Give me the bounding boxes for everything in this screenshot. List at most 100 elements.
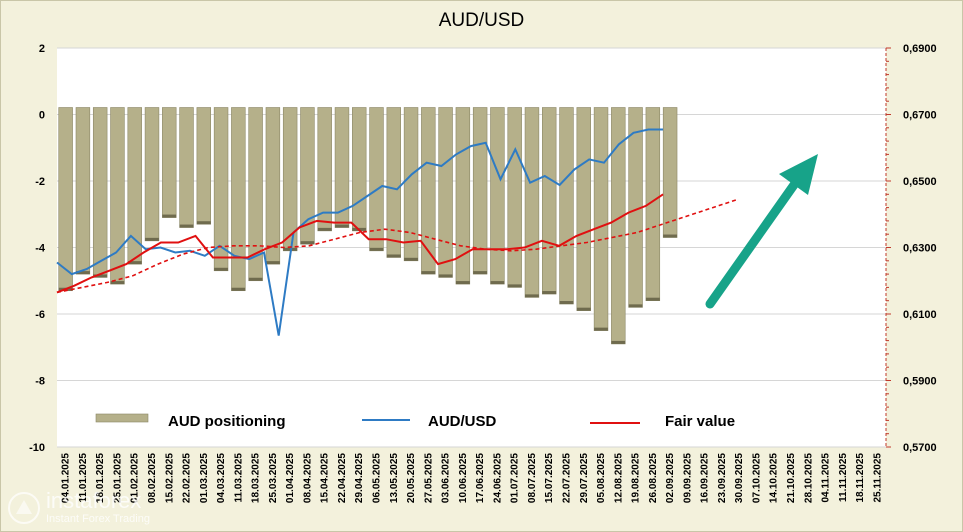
category-label: 20.05.2025 <box>406 453 417 503</box>
trend-arrow-shaft <box>705 177 801 309</box>
logo-brand: instaforex <box>46 488 142 513</box>
category-label: 18.01.2025 <box>95 453 106 503</box>
positioning-bar-cap <box>421 271 436 275</box>
positioning-bar <box>162 107 177 218</box>
positioning-bar <box>542 107 557 295</box>
category-label: 26.08.2025 <box>648 453 659 503</box>
positioning-bar <box>438 107 453 278</box>
positioning-bar-cap <box>369 247 384 251</box>
positioning-bar-cap <box>386 254 401 258</box>
category-label: 15.07.2025 <box>544 453 555 503</box>
category-label: 19.08.2025 <box>631 453 642 503</box>
positioning-bar-cap <box>576 307 591 311</box>
positioning-bar <box>92 107 108 278</box>
positioning-bar-cap <box>110 281 125 285</box>
right-tick-label: 0,5700 <box>903 442 937 454</box>
category-label: 22.02.2025 <box>182 453 193 503</box>
positioning-bar <box>179 107 194 228</box>
instaforex-logo: instaforex Instant Forex Trading <box>6 488 186 528</box>
positioning-bar <box>231 107 246 292</box>
category-label: 14.10.2025 <box>769 453 780 503</box>
positioning-bar-cap <box>196 221 211 225</box>
category-label: 22.04.2025 <box>337 453 348 503</box>
category-label: 01.03.2025 <box>199 453 210 503</box>
category-label: 23.09.2025 <box>717 453 728 503</box>
positioning-bar-cap <box>645 297 660 301</box>
positioning-bar-cap <box>127 261 142 265</box>
positioning-bar <box>110 107 125 285</box>
positioning-bar-cap <box>663 234 678 238</box>
category-label: 01.07.2025 <box>510 453 521 503</box>
left-tick-label: -10 <box>29 442 45 454</box>
category-label: 15.02.2025 <box>164 453 175 503</box>
right-tick-label: 0,5900 <box>903 376 937 388</box>
category-label: 01.04.2025 <box>285 453 296 503</box>
category-label: 11.03.2025 <box>233 453 244 503</box>
positioning-bar <box>611 107 626 345</box>
left-tick-label: 0 <box>39 110 45 122</box>
positioning-bar <box>559 107 574 305</box>
positioning-bar <box>352 107 367 232</box>
positioning-bar <box>507 107 522 288</box>
positioning-bar-cap <box>542 291 557 295</box>
category-label: 22.07.2025 <box>561 453 572 503</box>
category-label: 08.04.2025 <box>302 453 313 503</box>
positioning-bar-cap <box>335 224 349 228</box>
positioning-bar <box>196 107 212 225</box>
category-label: 18.03.2025 <box>251 453 262 503</box>
positioning-bar-cap <box>507 284 522 288</box>
positioning-bar-cap <box>490 281 505 285</box>
positioning-bar <box>403 107 419 262</box>
right-tick-label: 0,6900 <box>903 43 937 55</box>
category-label: 21.10.2025 <box>786 453 797 503</box>
positioning-bar-cap <box>214 267 228 271</box>
trend-arrow-head <box>779 154 818 195</box>
category-label: 25.11.2025 <box>872 453 883 503</box>
positioning-bar <box>265 107 281 265</box>
right-tick-label: 0,6500 <box>903 176 937 188</box>
category-label: 01.02.2025 <box>130 453 141 503</box>
positioning-bar-cap <box>231 287 246 291</box>
left-tick-label: -2 <box>35 176 45 188</box>
legend-label-fair: Fair value <box>665 413 735 430</box>
positioning-bar-cap <box>628 304 643 308</box>
positioning-bar-cap <box>559 301 574 305</box>
legend-swatch-positioning <box>95 413 149 423</box>
positioning-bar <box>421 107 436 275</box>
category-label: 02.09.2025 <box>665 453 676 503</box>
category-label: 05.08.2025 <box>596 453 607 503</box>
audusd-line <box>56 128 664 336</box>
positioning-bar-cap <box>265 261 280 265</box>
category-label: 17.06.2025 <box>475 453 486 503</box>
positioning-bar-cap <box>455 281 470 285</box>
positioning-bar <box>490 107 505 285</box>
category-label: 30.09.2025 <box>734 453 745 503</box>
positioning-bar <box>386 107 401 258</box>
positioning-bar <box>58 107 73 292</box>
logo-icon <box>8 492 40 524</box>
category-label: 18.11.2025 <box>855 453 866 503</box>
category-label: 08.02.2025 <box>147 453 158 503</box>
category-label: 27.05.2025 <box>423 453 434 503</box>
category-label: 10.06.2025 <box>458 453 469 503</box>
right-tick-label: 0,6700 <box>903 110 937 122</box>
left-tick-label: -6 <box>35 309 45 321</box>
positioning-bar <box>593 107 609 331</box>
positioning-bar <box>144 107 160 242</box>
chart-title: AUD/USD <box>438 10 525 31</box>
positioning-bar-cap <box>300 241 315 245</box>
legend-label-audusd: AUD/USD <box>428 413 497 430</box>
category-label: 15.04.2025 <box>320 453 331 503</box>
category-label: 16.09.2025 <box>700 453 711 503</box>
positioning-bar <box>282 107 298 252</box>
left-tick-label: -8 <box>35 376 45 388</box>
positioning-bar <box>75 107 91 275</box>
positioning-bar-cap <box>162 214 177 218</box>
category-label: 04.01.2025 <box>61 453 72 503</box>
left-tick-label: -4 <box>35 243 46 255</box>
positioning-bar-cap <box>317 227 332 231</box>
fair-value-line <box>56 193 664 294</box>
category-label: 25.01.2025 <box>112 453 123 503</box>
positioning-bar-cap <box>525 294 539 298</box>
